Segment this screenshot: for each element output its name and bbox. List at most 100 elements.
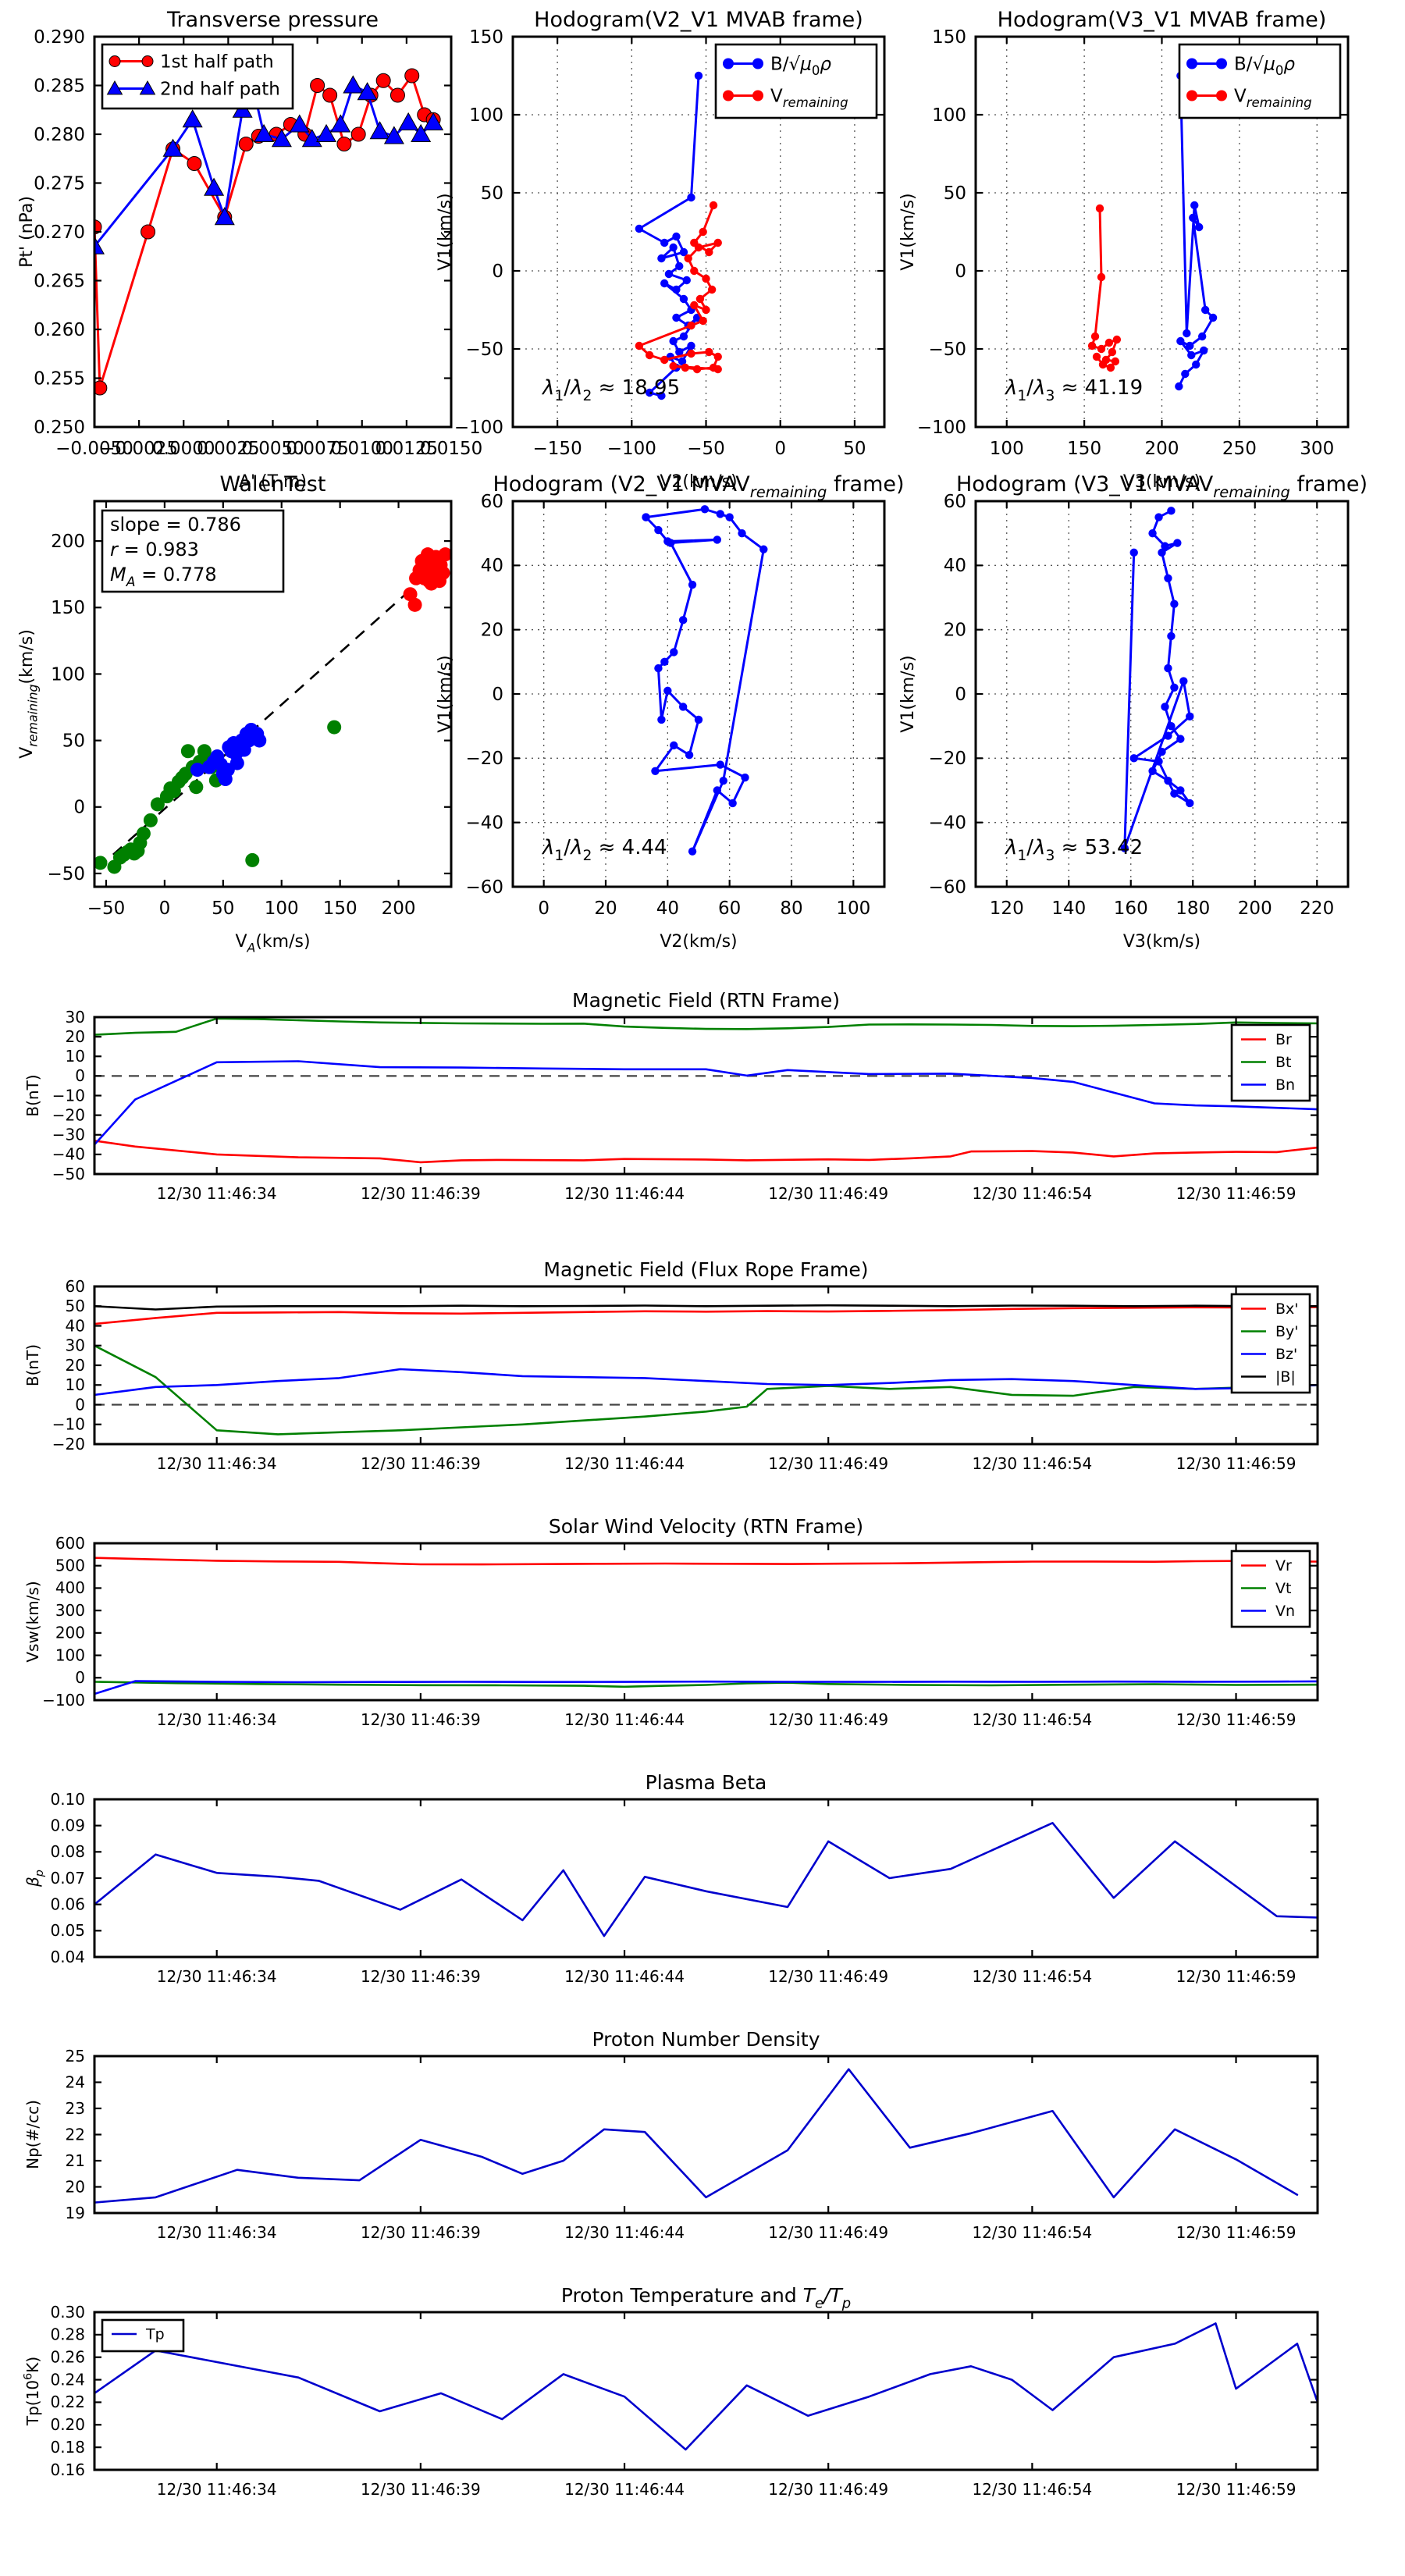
x-tick-label: 100: [836, 898, 870, 919]
circle-marker: [322, 87, 338, 103]
y-tick-label: 60: [944, 492, 966, 512]
dot-marker: [1216, 90, 1227, 101]
dot-marker: [670, 648, 678, 656]
series-V_remaining: [1087, 204, 1122, 372]
y-tick-label: 20: [944, 620, 966, 640]
dot-marker: [417, 571, 432, 585]
dot-marker: [705, 347, 713, 357]
series-Vr: [94, 1557, 1318, 1566]
x-tick-label: 12/30 11:46:34: [157, 1710, 277, 1729]
legend-label: Vr: [1275, 1557, 1292, 1574]
dot-marker: [660, 279, 669, 288]
series-V_remaining: [635, 201, 722, 374]
triangle-marker: [301, 129, 322, 148]
x-tick-label: −0.0050: [55, 439, 133, 459]
y-tick-label: 0.05: [50, 1921, 85, 1940]
dot-marker: [725, 513, 734, 521]
y-tick-label: 20: [66, 1027, 85, 1046]
dot-marker: [190, 763, 205, 777]
dot-marker: [1189, 213, 1197, 222]
dot-marker: [94, 856, 108, 870]
chart-title: Magnetic Field (Flux Rope Frame): [543, 1258, 868, 1281]
series-Vn: [94, 1680, 1318, 1695]
y-tick-label: 30: [66, 1008, 85, 1026]
dot-marker: [688, 847, 697, 856]
dot-marker: [1195, 222, 1204, 232]
x-tick-label: 120: [990, 898, 1024, 919]
x-tick-label: 220: [1300, 898, 1334, 919]
legend-label: |B|: [1275, 1368, 1296, 1386]
dot-marker: [672, 313, 681, 322]
series-Tp: [94, 2322, 1318, 2451]
x-tick-label: −0.0025: [100, 439, 178, 459]
legend-label: Bt: [1275, 1054, 1291, 1071]
dot-marker: [1112, 335, 1122, 344]
y-axis-label: B(nT): [23, 1344, 42, 1386]
dot-marker: [690, 266, 699, 276]
x-tick-label: 12/30 11:46:34: [157, 2480, 277, 2499]
legend-label: Bz': [1275, 1346, 1297, 1363]
x-tick-label: 80: [780, 898, 802, 919]
triangle-marker: [214, 207, 235, 226]
y-tick-label: 0.275: [34, 173, 85, 194]
dot-marker: [1092, 352, 1101, 361]
x-tick-label: 12/30 11:46:59: [1176, 1454, 1297, 1473]
dot-marker: [189, 780, 204, 795]
x-tick-label: 12/30 11:46:54: [972, 1454, 1092, 1473]
y-tick-label: 150: [51, 598, 85, 618]
x-tick-label: 100: [990, 439, 1024, 459]
dot-marker: [407, 597, 422, 612]
y-tick-label: 30: [66, 1336, 85, 1355]
chart-title: Plasma Beta: [646, 1771, 767, 1794]
y-axis-label: V1(km/s): [898, 655, 918, 732]
y-tick-label: 100: [932, 105, 966, 126]
y-tick-label: 22: [66, 2125, 85, 2144]
y-tick-label: 0.28: [50, 2325, 85, 2344]
dot-marker: [1170, 789, 1179, 798]
dot-marker: [1098, 360, 1108, 369]
y-tick-label: −60: [465, 877, 503, 898]
y-tick-label: 24: [66, 2073, 85, 2091]
series-V3_V1 path: [1120, 507, 1194, 852]
x-tick-label: 300: [1300, 439, 1334, 459]
dot-marker: [1120, 844, 1129, 852]
dot-marker: [752, 90, 763, 101]
dot-marker: [1154, 757, 1163, 766]
dot-marker: [136, 826, 151, 841]
dot-marker: [1167, 721, 1176, 731]
x-tick-label: 12/30 11:46:49: [768, 2223, 888, 2242]
series-Bt: [94, 1017, 1318, 1036]
dot-marker: [1164, 776, 1172, 785]
chart-title: Hodogram(V2_V1 MVAB frame): [534, 8, 863, 32]
dot-marker: [1181, 369, 1190, 379]
x-tick-label: 100: [265, 898, 299, 919]
y-tick-label: 40: [66, 1316, 85, 1335]
y-tick-label: 0: [75, 1066, 85, 1085]
circle-marker: [238, 137, 254, 151]
x-tick-label: 12/30 11:46:44: [564, 1454, 685, 1473]
lambda-annotation: λ1/λ2 ≈ 18.95: [541, 376, 680, 404]
dot-marker: [663, 537, 672, 546]
dot-marker: [679, 247, 688, 257]
dot-marker: [180, 744, 195, 759]
dot-marker: [1216, 58, 1227, 69]
x-tick-label: 12/30 11:46:39: [361, 1454, 481, 1473]
x-tick-label: 0: [159, 898, 171, 919]
y-tick-label: 0: [492, 685, 503, 705]
y-tick-label: 0.07: [50, 1869, 85, 1888]
dot-marker: [438, 547, 451, 562]
dot-marker: [660, 657, 669, 667]
dot-marker: [229, 756, 244, 770]
triangle-marker: [383, 126, 404, 144]
dot-marker: [1111, 357, 1120, 366]
x-tick-label: 12/30 11:46:34: [157, 1454, 277, 1473]
dot-marker: [687, 321, 695, 330]
dot-marker: [1158, 747, 1166, 756]
